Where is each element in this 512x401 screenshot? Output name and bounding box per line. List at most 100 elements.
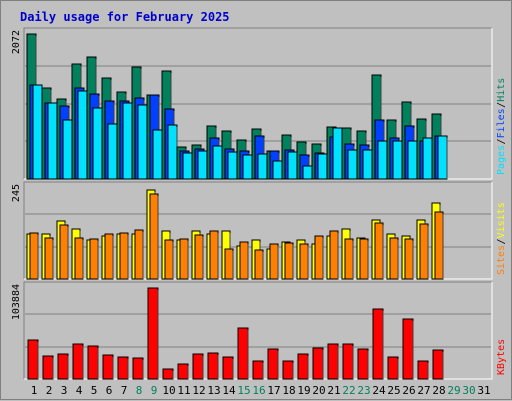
bar-kbytes-day-9 — [147, 287, 159, 380]
bar-pages-day-10 — [167, 124, 178, 180]
bar-sites-day-11 — [179, 238, 189, 280]
bar-sites-day-21 — [329, 230, 339, 280]
day-label-15: 15 — [237, 384, 250, 397]
bar-pages-day-20 — [317, 153, 328, 180]
day-label-10: 10 — [162, 384, 175, 397]
day-label-13: 13 — [207, 384, 220, 397]
day-label-17: 17 — [267, 384, 280, 397]
legend-separator: / — [496, 138, 507, 144]
bar-sites-day-23 — [359, 238, 369, 280]
bar-pages-day-2 — [47, 102, 58, 180]
bar-pages-day-28 — [437, 135, 448, 180]
bar-pages-day-18 — [287, 151, 298, 180]
bar-sites-day-4 — [74, 237, 84, 280]
day-label-11: 11 — [177, 384, 190, 397]
bar-pages-day-6 — [107, 123, 118, 180]
bar-pages-day-15 — [242, 154, 253, 180]
bar-sites-day-16 — [254, 249, 264, 280]
bar-kbytes-day-10 — [162, 368, 174, 380]
bar-kbytes-day-4 — [72, 343, 84, 380]
bar-pages-day-7 — [122, 102, 133, 180]
bar-sites-day-22 — [344, 238, 354, 280]
bar-kbytes-day-17 — [267, 348, 279, 380]
day-label-23: 23 — [357, 384, 370, 397]
day-label-19: 19 — [297, 384, 310, 397]
bar-kbytes-day-28 — [432, 349, 444, 380]
day-label-22: 22 — [342, 384, 355, 397]
panel-kbytes-shadow — [23, 281, 492, 379]
bar-sites-day-12 — [194, 234, 204, 280]
bar-kbytes-day-6 — [102, 354, 114, 380]
bar-kbytes-day-15 — [237, 327, 249, 380]
bar-pages-day-11 — [182, 152, 193, 180]
day-label-28: 28 — [432, 384, 445, 397]
bar-kbytes-day-14 — [222, 356, 234, 380]
bar-sites-day-24 — [374, 222, 384, 280]
bar-kbytes-day-23 — [357, 348, 369, 380]
bar-pages-day-9 — [152, 129, 163, 180]
bar-sites-day-5 — [89, 238, 99, 280]
day-label-21: 21 — [327, 384, 340, 397]
bar-kbytes-day-11 — [177, 363, 189, 380]
legend-sites: Sites — [496, 245, 507, 275]
bar-sites-day-14 — [224, 248, 234, 280]
day-label-30: 30 — [462, 384, 475, 397]
bar-kbytes-day-21 — [327, 343, 339, 380]
bar-kbytes-day-2 — [42, 355, 54, 380]
y-max-label: 2072 — [11, 30, 22, 54]
chart-title: Daily usage for February 2025 — [20, 10, 230, 24]
bar-kbytes-day-19 — [297, 353, 309, 380]
day-label-16: 16 — [252, 384, 265, 397]
bar-kbytes-day-20 — [312, 347, 324, 380]
day-label-25: 25 — [387, 384, 400, 397]
bar-kbytes-day-8 — [132, 357, 144, 380]
legend-hits: Hits — [496, 78, 507, 102]
bar-pages-day-12 — [197, 150, 208, 180]
bar-sites-day-13 — [209, 230, 219, 280]
bar-sites-day-6 — [104, 233, 114, 280]
day-label-18: 18 — [282, 384, 295, 397]
bar-pages-day-22 — [347, 149, 358, 180]
bar-sites-day-9 — [149, 193, 159, 280]
day-label-12: 12 — [192, 384, 205, 397]
bar-pages-day-25 — [392, 140, 403, 180]
bar-kbytes-day-13 — [207, 352, 219, 380]
bar-pages-day-17 — [272, 160, 283, 180]
bar-pages-day-27 — [422, 137, 433, 180]
bar-pages-day-24 — [377, 140, 388, 180]
day-label-4: 4 — [76, 384, 83, 397]
day-label-8: 8 — [136, 384, 143, 397]
bar-kbytes-day-5 — [87, 345, 99, 380]
bar-kbytes-day-25 — [387, 356, 399, 380]
bar-kbytes-day-16 — [252, 360, 264, 380]
bar-sites-day-25 — [389, 237, 399, 280]
bar-sites-day-8 — [134, 229, 144, 280]
legend-visits: Visits — [496, 202, 507, 238]
day-label-29: 29 — [447, 384, 460, 397]
bar-pages-day-3 — [62, 119, 73, 180]
day-label-31: 31 — [477, 384, 490, 397]
day-label-27: 27 — [417, 384, 430, 397]
day-label-26: 26 — [402, 384, 415, 397]
bar-pages-day-21 — [332, 127, 343, 180]
day-label-5: 5 — [91, 384, 98, 397]
bar-sites-day-28 — [434, 211, 444, 280]
bar-sites-day-1 — [29, 232, 39, 280]
bar-sites-day-19 — [299, 243, 309, 280]
bar-pages-day-1 — [32, 84, 43, 180]
bar-kbytes-day-26 — [402, 318, 414, 380]
bar-kbytes-day-3 — [57, 353, 69, 380]
bar-kbytes-day-22 — [342, 343, 354, 380]
bar-sites-day-26 — [404, 238, 414, 280]
bar-kbytes-day-27 — [417, 360, 429, 380]
bar-sites-day-2 — [44, 237, 54, 280]
day-label-1: 1 — [31, 384, 38, 397]
day-label-6: 6 — [106, 384, 113, 397]
bar-kbytes-day-18 — [282, 360, 294, 380]
bar-kbytes-day-1 — [27, 339, 39, 380]
panel-hits-files-pages-shadow — [23, 27, 492, 179]
y-max-label: 103884 — [11, 284, 22, 320]
bar-sites-day-20 — [314, 235, 324, 280]
bar-kbytes-day-24 — [372, 308, 384, 380]
day-label-20: 20 — [312, 384, 325, 397]
